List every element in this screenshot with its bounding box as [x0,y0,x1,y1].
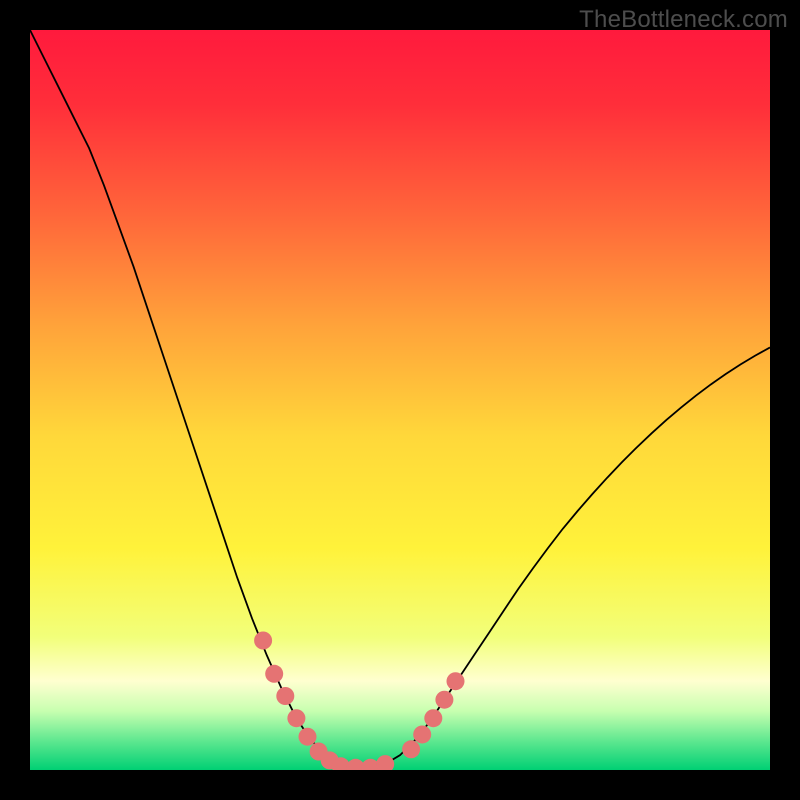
watermark-text: TheBottleneck.com [579,6,788,34]
curve-marker [413,725,431,743]
curve-marker [265,665,283,683]
bottleneck-curve [30,30,770,768]
curve-marker [299,728,317,746]
curve-marker [435,691,453,709]
curve-marker [254,632,272,650]
curve-marker [447,672,465,690]
curve-marker [376,755,394,770]
canvas-root: TheBottleneck.com [0,0,800,800]
marker-group [254,632,464,771]
curve-marker [424,709,442,727]
curve-marker [402,740,420,758]
curve-marker [276,687,294,705]
plot-area [30,30,770,770]
curve-marker [287,709,305,727]
chart-svg [30,30,770,770]
